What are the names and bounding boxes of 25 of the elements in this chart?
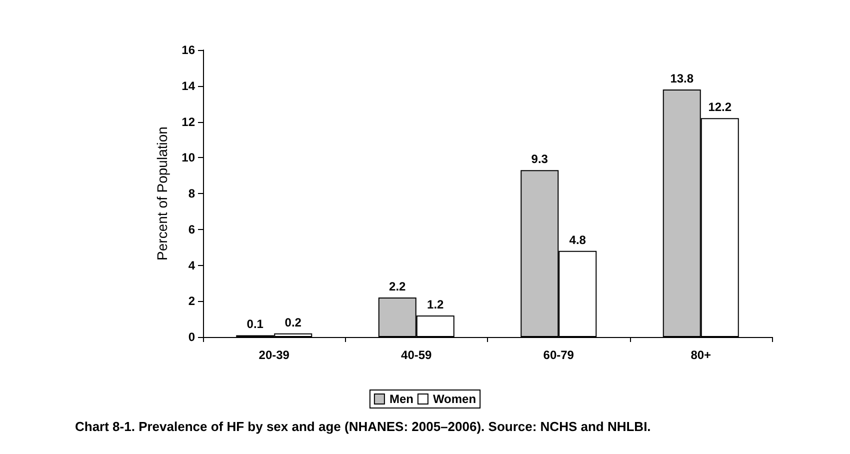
data-label: 0.2	[284, 315, 302, 330]
data-label: 13.8	[670, 71, 694, 86]
legend-label: Men	[389, 392, 414, 406]
y-axis-title: Percent of Population	[154, 126, 170, 260]
y-tick-label: 16	[182, 43, 196, 57]
y-tick-label: 2	[188, 294, 196, 308]
data-label: 2.2	[389, 280, 406, 294]
y-tick-label: 14	[182, 78, 196, 93]
data-label: 1.2	[427, 297, 444, 312]
text: Chart 8-1. Prevalence of HF by sex and age (NHANES: 2005–2006). Source: NCHS and NHLBI.	[75, 419, 651, 434]
legend-label: Women	[432, 392, 476, 406]
y-tick-label: 0	[188, 330, 196, 344]
y-tick-label: 8	[188, 186, 196, 200]
x-tick-label: 20-39	[258, 348, 290, 362]
data-label: 12.2	[708, 100, 732, 114]
data-label: 4.8	[569, 232, 586, 247]
y-tick-label: 6	[188, 222, 196, 236]
x-tick-label: 40-59	[401, 348, 432, 362]
x-tick-label: 60-79	[543, 348, 574, 362]
y-tick-label: 10	[182, 150, 196, 165]
y-tick-label: 4	[188, 258, 196, 272]
data-label: 9.3	[531, 152, 548, 166]
y-tick-label: 12	[182, 114, 196, 129]
data-label: 0.1	[246, 317, 264, 332]
x-tick-label: 80+	[690, 348, 712, 362]
